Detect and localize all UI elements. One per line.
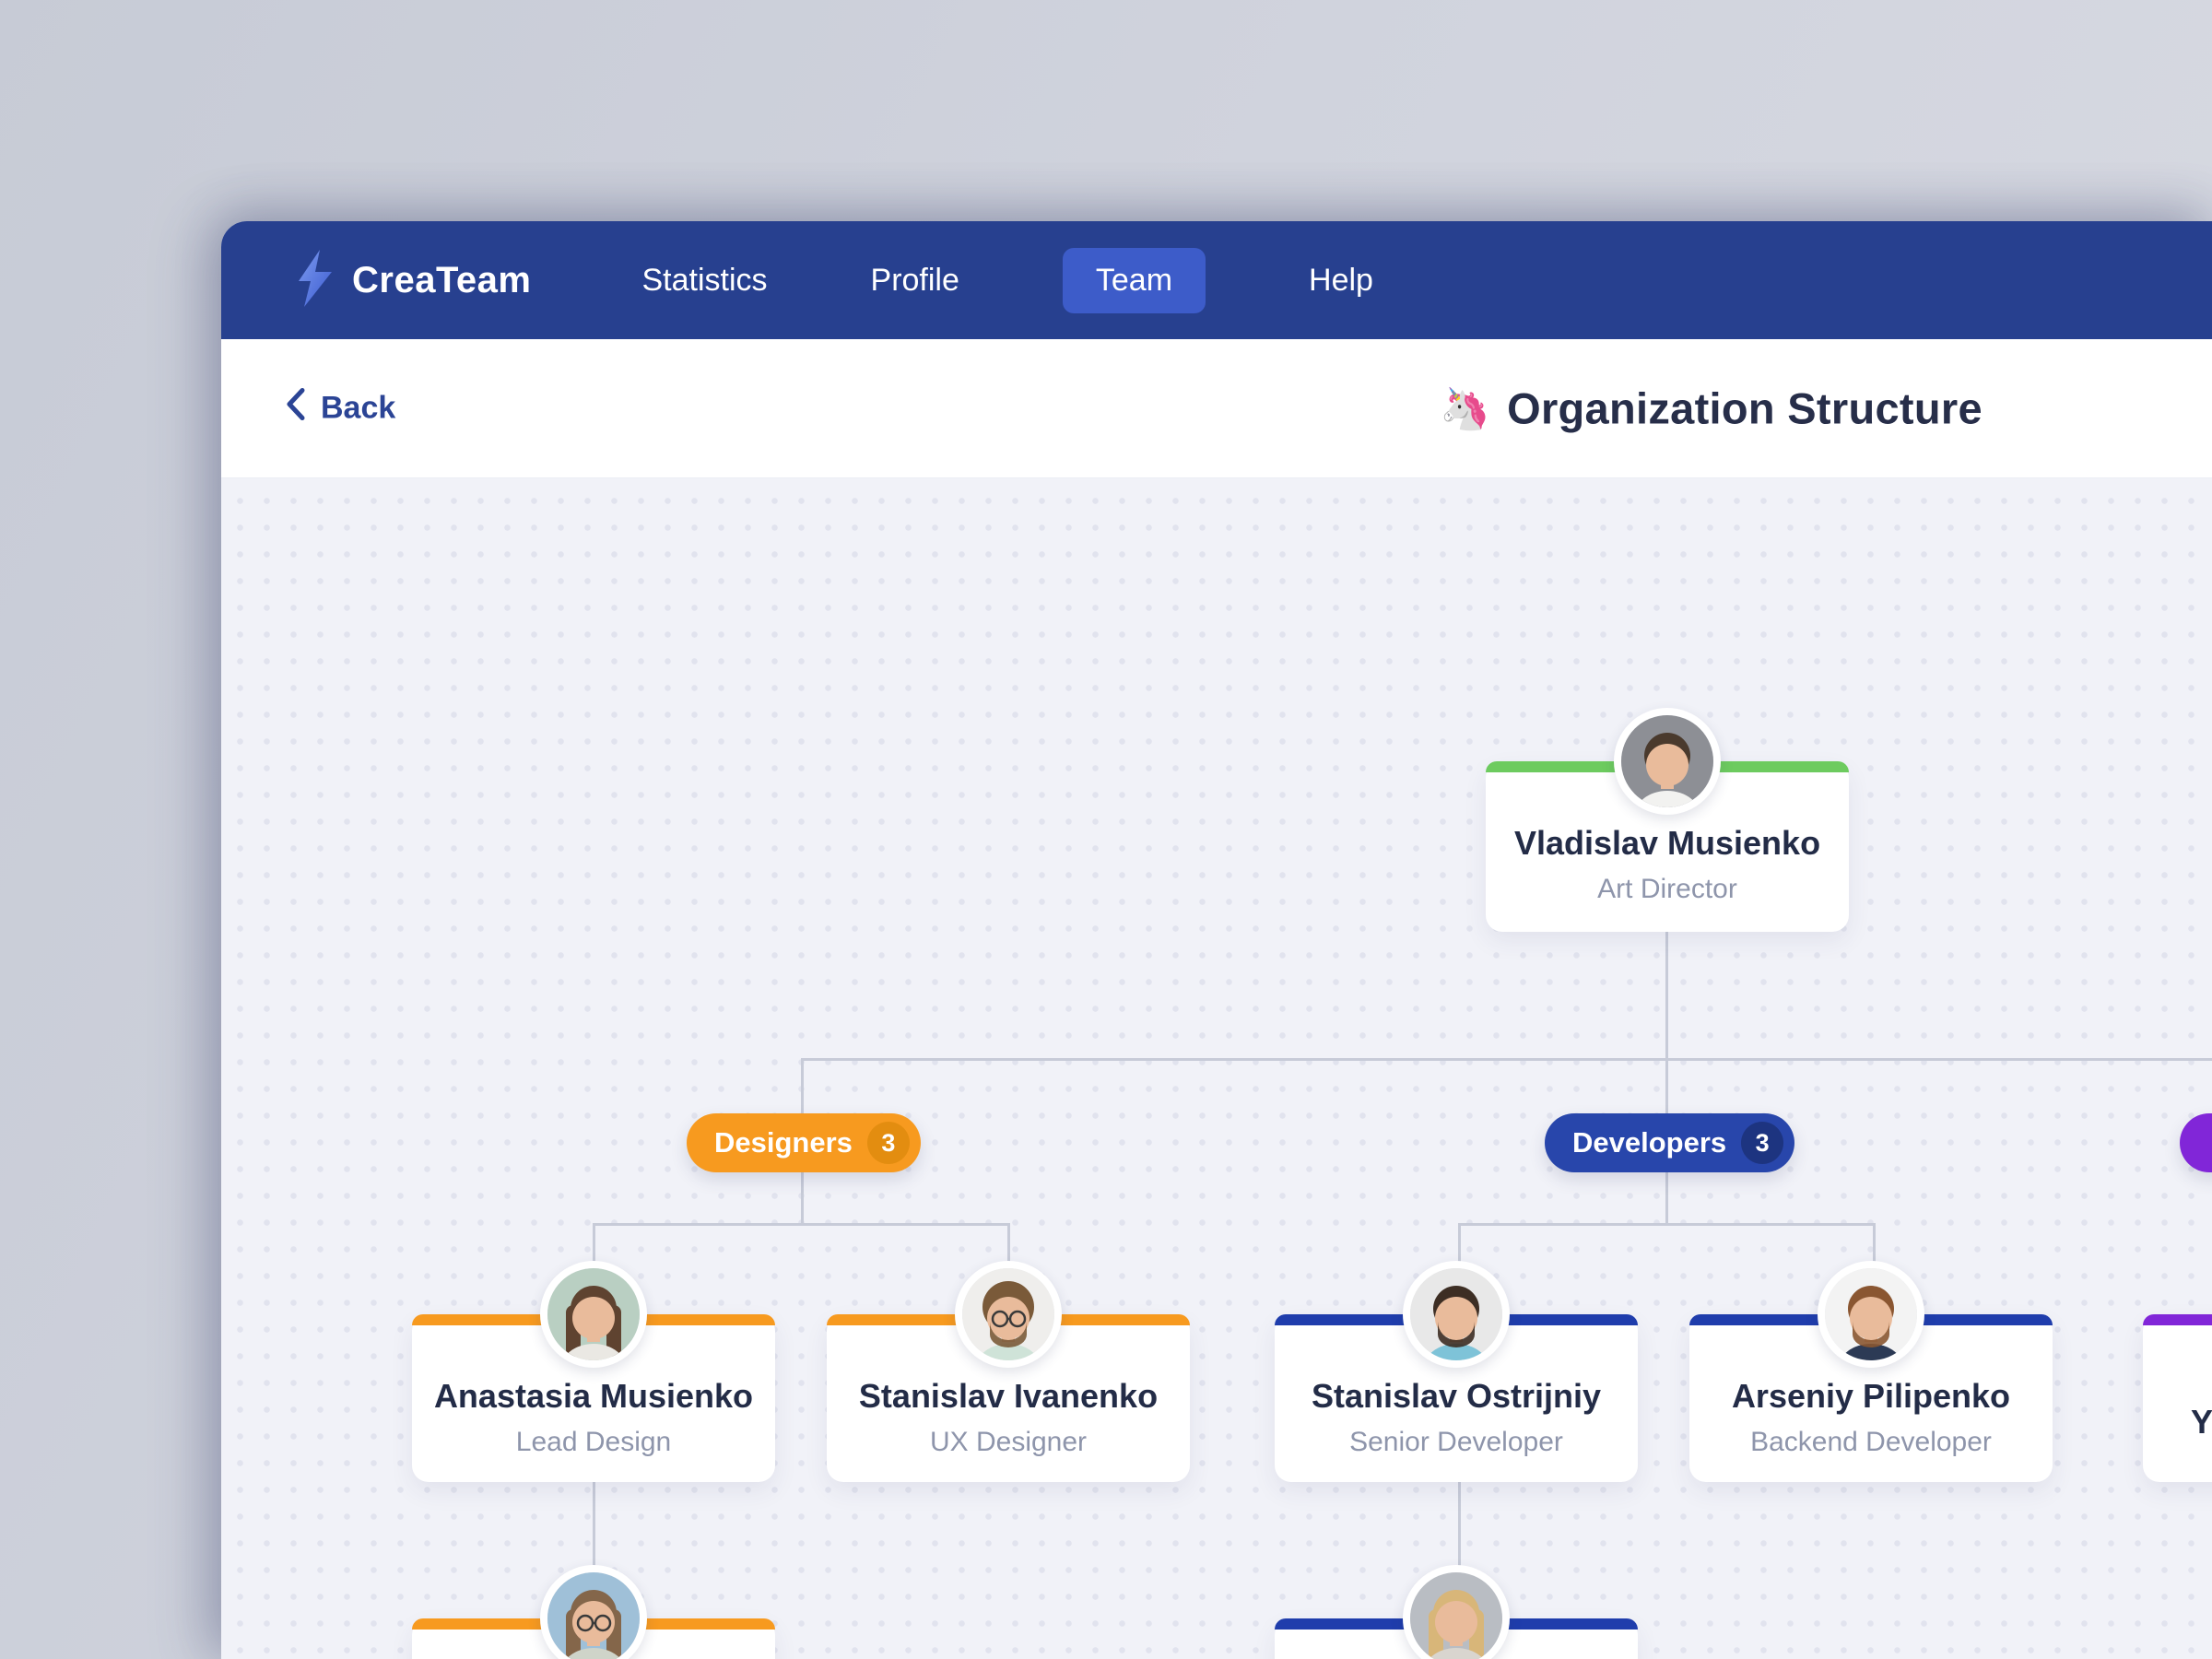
person-card-vladislav-musienko[interactable]: Vladislav Musienko Art Director [1486, 708, 1849, 932]
person-name: Stanislav Ostrijniy [1311, 1377, 1602, 1415]
person-name: Arseniy Pilipenko [1731, 1377, 2011, 1415]
group-count-badge: 3 [1741, 1122, 1784, 1164]
person-card-arseniy-pilipenko[interactable]: Arseniy Pilipenko Backend Developer [1689, 1261, 2053, 1482]
back-label: Back [321, 390, 396, 426]
avatar-vladislav-musienko [1614, 708, 1721, 815]
avatar-bottom-left [540, 1565, 647, 1659]
connector-anastasia-stub [593, 1223, 595, 1262]
group-badge-developers[interactable]: Developers 3 [1545, 1113, 1795, 1172]
navbar: CreaTeam Statistics Profile Team Help [221, 221, 2212, 339]
connector-developers-down [1665, 1172, 1668, 1223]
person-card-anastasia-musienko[interactable]: Anastasia Musienko Lead Design [412, 1261, 775, 1482]
person-card-partial-right[interactable]: Y [2143, 1314, 2212, 1482]
connector-developers-stub [1665, 1058, 1668, 1113]
nav-item-help[interactable]: Help [1309, 262, 1373, 298]
person-role: Lead Design [515, 1427, 672, 1457]
person-card-stanislav-ivanenko[interactable]: Stanislav Ivanenko UX Designer [827, 1261, 1190, 1482]
avatar-arseniy-pilipenko [1818, 1261, 1924, 1368]
page-header: Back 🦄 Organization Structure [221, 339, 2212, 478]
connector-anastasia-down [593, 1480, 595, 1570]
nav-item-profile[interactable]: Profile [870, 262, 959, 298]
back-button[interactable]: Back [286, 388, 395, 429]
person-name: Vladislav Musienko [1513, 824, 1821, 862]
connector-level1-horizontal [802, 1058, 2212, 1061]
lightning-bolt-icon [295, 249, 335, 312]
connector-developers-horizontal [1459, 1223, 1876, 1226]
page-title: 🦄 Organization Structure [1440, 383, 1983, 434]
card-accent-bar [2143, 1314, 2212, 1325]
person-card-stanislav-ostrijniy[interactable]: Stanislav Ostrijniy Senior Developer [1275, 1261, 1638, 1482]
chevron-left-icon [286, 388, 306, 429]
person-name: Stanislav Ivanenko [858, 1377, 1159, 1415]
person-role: Senior Developer [1349, 1427, 1563, 1457]
nav-menu: Statistics Profile Team Help [641, 247, 1373, 313]
group-badge-designers[interactable]: Designers 3 [687, 1113, 921, 1172]
avatar-anastasia-musienko [540, 1261, 647, 1368]
person-card-bottom-left-partial[interactable] [412, 1565, 775, 1659]
connector-ostrijniy-down [1458, 1480, 1461, 1570]
connector-designers-horizontal [594, 1223, 1010, 1226]
nav-item-team[interactable]: Team [1062, 247, 1206, 313]
connector-root-down [1665, 932, 1668, 1058]
connector-designers-down [801, 1172, 804, 1223]
group-label: Developers [1572, 1126, 1727, 1159]
person-card-bottom-middle-partial[interactable] [1275, 1565, 1638, 1659]
group-count-badge: 3 [866, 1122, 910, 1164]
avatar-stanislav-ostrijniy [1403, 1261, 1510, 1368]
connector-pilipenko-stub [1873, 1223, 1876, 1262]
app-window: CreaTeam Statistics Profile Team Help Ba… [221, 221, 2212, 1659]
person-name: Anastasia Musienko [433, 1377, 754, 1415]
brand-logo[interactable]: CreaTeam [295, 249, 532, 312]
connector-designers-stub [801, 1058, 804, 1113]
nav-item-statistics[interactable]: Statistics [641, 262, 768, 298]
connector-ivanenko-stub [1007, 1223, 1010, 1262]
person-role: Backend Developer [1750, 1427, 1992, 1457]
org-chart-canvas: Vladislav Musienko Art Director Designer… [221, 478, 2212, 1659]
brand-name: CreaTeam [352, 259, 532, 300]
page-title-text: Organization Structure [1507, 383, 1983, 433]
person-role: UX Designer [929, 1427, 1088, 1457]
unicorn-emoji-icon: 🦄 [1440, 386, 1491, 431]
avatar-stanislav-ivanenko [955, 1261, 1062, 1368]
group-label: Designers [714, 1126, 853, 1159]
connector-ostrijniy-stub [1458, 1223, 1461, 1262]
avatar-bottom-middle [1403, 1565, 1510, 1659]
group-badge-partial-right[interactable] [2180, 1113, 2212, 1172]
person-role: Art Director [1597, 874, 1737, 904]
person-name-fragment: Y [2191, 1403, 2212, 1441]
